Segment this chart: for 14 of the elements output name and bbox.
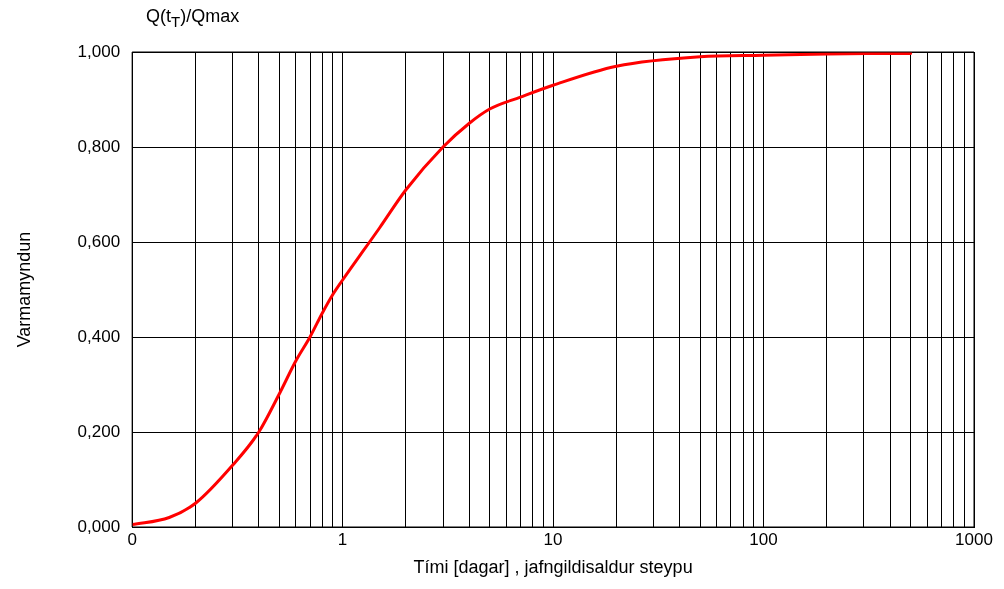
x-axis-title: Tími [dagar] , jafngildisaldur steypu xyxy=(413,557,693,578)
text: Q(t$_{T}$)/Qmax xyxy=(146,6,240,30)
y-tick-label: 1,000 xyxy=(77,41,121,61)
y-tick-label: 0,600 xyxy=(77,231,121,251)
x-tick-label: 1000 xyxy=(955,529,993,549)
y-tick-label: 0,200 xyxy=(77,421,121,441)
x-tick-label: 10 xyxy=(543,529,563,549)
y-tick-label: 0,400 xyxy=(77,326,121,346)
y-tick-label: 0,000 xyxy=(77,516,121,536)
x-tick-label: 0 xyxy=(127,529,137,549)
x-tick-label: 100 xyxy=(749,529,778,549)
x-tick-label: 1 xyxy=(337,529,348,549)
y-tick-label: 0,800 xyxy=(77,136,121,156)
y-axis-title: Varmamyndun xyxy=(13,231,34,348)
